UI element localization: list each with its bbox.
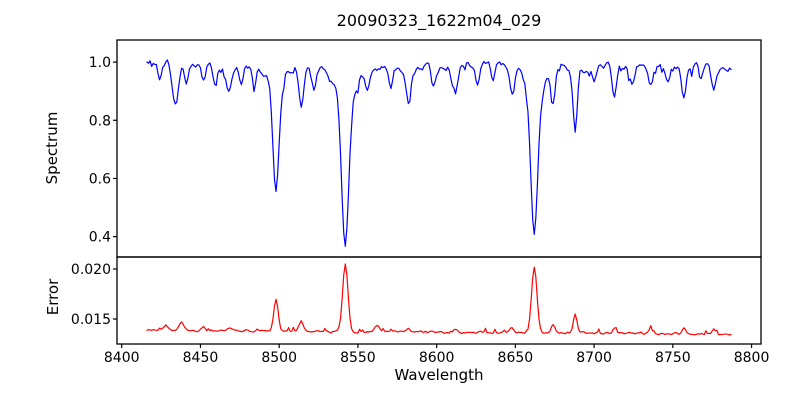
x-tick-label: 8500: [261, 350, 297, 366]
error-y-axis-label: Error: [44, 278, 62, 316]
spectrum-y-tick-label: 1.0: [89, 55, 111, 71]
x-tick-label: 8450: [183, 350, 219, 366]
spectrum-line: [146, 59, 732, 247]
x-tick-label: 8400: [104, 350, 140, 366]
x-axis-label: Wavelength: [394, 366, 484, 384]
spectrum-y-axis-label: Spectrum: [43, 111, 61, 185]
error-panel-frame: [116, 256, 762, 345]
spectrum-y-tick-label: 0.8: [89, 113, 111, 129]
x-tick-label: 8650: [498, 350, 534, 366]
spectrum-y-tick-label: 0.6: [89, 171, 111, 187]
error-y-tick-label: 0.020: [71, 262, 111, 278]
x-tick-label: 8550: [340, 350, 376, 366]
spectrum-y-tick-label: 0.4: [89, 230, 111, 246]
chart-title: 20090323_1622m04_029: [336, 11, 542, 30]
x-tick-label: 8700: [576, 350, 612, 366]
x-tick-label: 8600: [419, 350, 455, 366]
error-line: [146, 263, 732, 336]
x-tick-label: 8800: [734, 350, 770, 366]
x-tick-label: 8750: [655, 350, 691, 366]
error-y-tick-label: 0.015: [71, 312, 111, 328]
